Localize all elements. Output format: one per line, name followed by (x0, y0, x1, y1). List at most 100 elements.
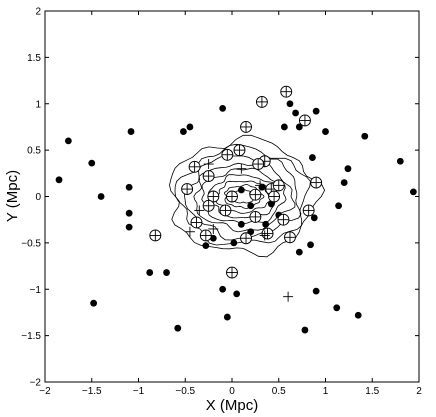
point-filled-circle (286, 100, 294, 108)
x-tick-label: −1 (133, 386, 145, 397)
x-axis-label: X (Mpc) (206, 397, 259, 414)
point-filled-circle (312, 287, 320, 295)
point-circled-plus (240, 232, 252, 245)
point-circled-plus (219, 204, 232, 217)
point-circled-plus (190, 216, 203, 229)
point-circled-plus (284, 231, 296, 244)
point-filled-circle (344, 165, 352, 173)
point-circled-plus (202, 199, 215, 212)
y-axis-label: Y (Mpc) (4, 170, 21, 222)
point-filled-circle (55, 176, 63, 184)
point-circled-plus (302, 204, 315, 217)
point-circled-plus (181, 183, 194, 196)
point-filled-circle (247, 202, 255, 210)
point-filled-circle (202, 242, 210, 250)
point-circled-plus (255, 95, 268, 108)
point-filled-circle (219, 104, 227, 112)
point-filled-circle (280, 123, 288, 131)
point-filled-circle (322, 128, 329, 135)
point-circled-plus (226, 266, 238, 279)
point-circled-plus (240, 120, 252, 133)
point-filled-circle (233, 290, 241, 298)
point-filled-circle (310, 214, 318, 222)
point-filled-circle (88, 159, 96, 167)
point-filled-circle (333, 304, 341, 312)
point-circled-plus (249, 210, 262, 223)
point-filled-circle (309, 154, 316, 161)
point-filled-circle (219, 285, 227, 293)
point-plus (194, 205, 205, 216)
point-filled-circle (292, 109, 299, 117)
point-circled-plus (272, 179, 285, 192)
x-tick-label: 1.5 (365, 386, 379, 397)
point-filled-circle (237, 186, 245, 194)
point-filled-circle (127, 128, 135, 135)
point-circled-plus (298, 114, 311, 127)
point-circled-plus (221, 148, 234, 161)
point-filled-circle (125, 183, 133, 191)
point-filled-circle (125, 209, 133, 217)
data-points (55, 85, 417, 334)
x-tick-label: −1.5 (82, 386, 102, 397)
y-tick-label: −1.5 (21, 331, 41, 342)
point-filled-circle (237, 220, 245, 228)
point-plus (259, 230, 270, 241)
point-filled-circle (354, 311, 362, 319)
x-tick-label: 0 (229, 386, 235, 397)
point-filled-circle (186, 123, 194, 131)
y-tick-label: −2 (30, 378, 42, 389)
point-circled-plus (280, 85, 293, 98)
point-circled-plus (252, 158, 265, 170)
point-filled-circle (258, 183, 266, 191)
point-circled-plus (233, 144, 246, 157)
point-filled-circle (90, 299, 98, 307)
point-circled-plus (149, 229, 162, 242)
point-filled-circle (312, 107, 320, 115)
point-filled-circle (163, 269, 170, 276)
point-circled-plus (249, 188, 262, 201)
point-plus (208, 223, 219, 234)
x-tick-label: 0.5 (272, 386, 286, 397)
x-tick-label: 2 (416, 386, 422, 397)
point-circled-plus (202, 170, 215, 183)
point-circled-plus (261, 227, 274, 240)
point-filled-circle (262, 220, 270, 228)
point-circled-plus (268, 190, 281, 203)
point-filled-circle (307, 241, 314, 249)
point-circled-plus (207, 190, 220, 203)
point-circled-plus (188, 160, 201, 173)
y-tick-label: 0 (35, 192, 41, 203)
point-filled-circle (396, 157, 404, 165)
point-filled-circle (340, 179, 348, 186)
point-filled-circle (361, 132, 369, 140)
point-filled-circle (146, 269, 154, 276)
x-tick-label: −2 (39, 386, 51, 397)
point-filled-circle (295, 123, 303, 131)
point-circled-plus (277, 213, 290, 226)
x-tick-label: −0.5 (175, 386, 195, 397)
contour-level (169, 134, 326, 258)
point-plus (203, 159, 214, 170)
point-circled-plus (310, 176, 323, 189)
point-filled-circle (295, 248, 303, 256)
point-filled-circle (179, 128, 187, 135)
point-filled-circle (174, 324, 182, 332)
point-filled-circle (230, 239, 238, 247)
y-tick-label: 1 (35, 99, 41, 110)
point-plus (255, 180, 266, 191)
point-filled-circle (223, 313, 231, 321)
point-filled-circle (409, 188, 417, 196)
point-plus (236, 163, 247, 174)
point-filled-circle (335, 202, 342, 210)
point-plus (283, 291, 294, 302)
point-circled-plus (226, 190, 238, 203)
point-filled-circle (64, 137, 72, 145)
x-tick-label: 1 (323, 386, 329, 397)
y-tick-label: −0.5 (21, 238, 41, 249)
y-tick-label: 1.5 (27, 53, 41, 64)
point-plus (184, 226, 195, 237)
y-tick-label: −1 (30, 285, 42, 296)
y-tick-label: 2 (35, 7, 41, 18)
point-filled-circle (97, 193, 105, 200)
